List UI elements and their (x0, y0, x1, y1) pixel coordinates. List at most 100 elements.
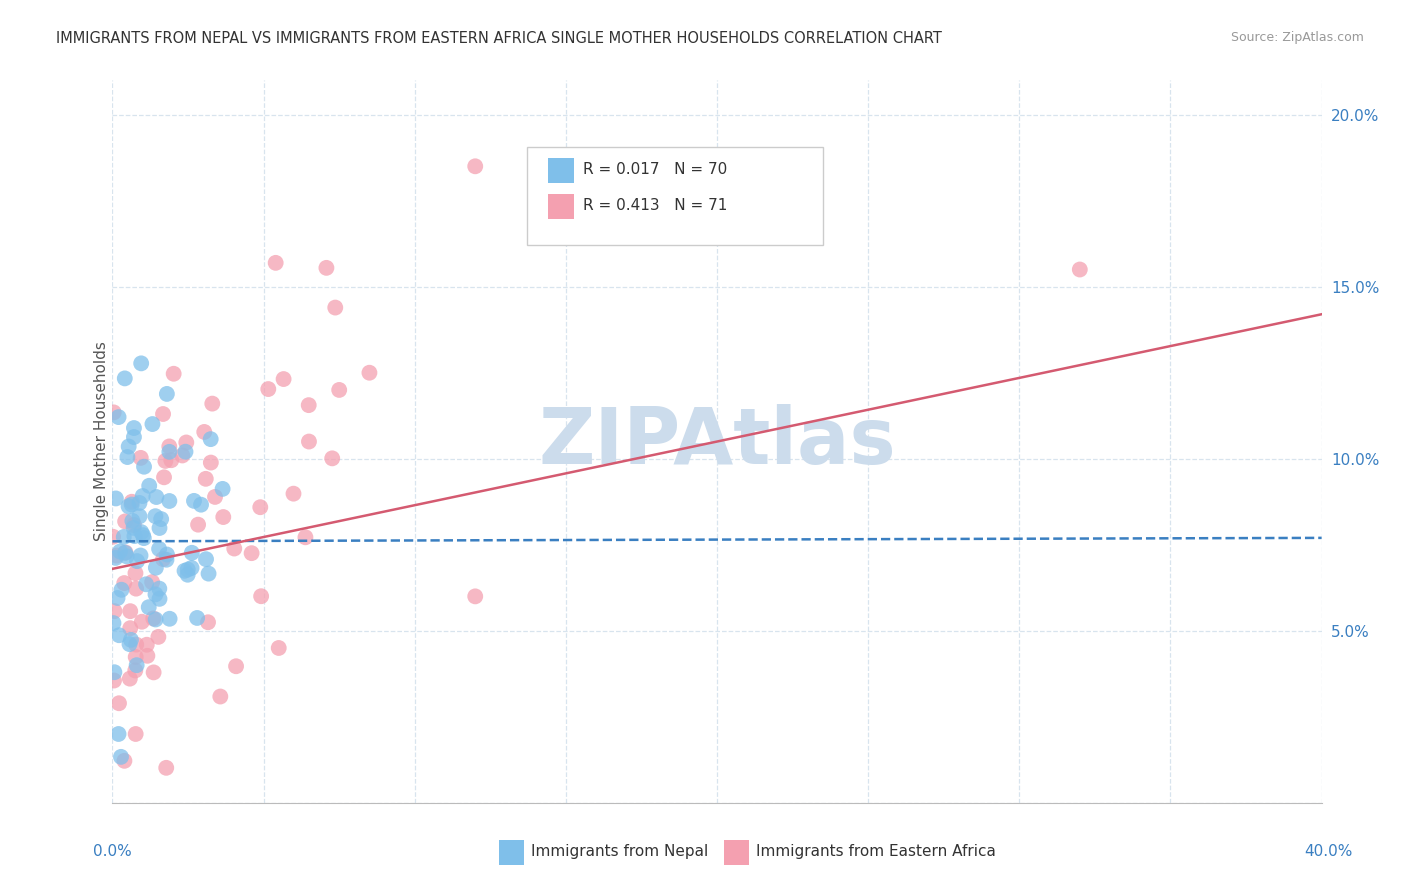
Point (125, 638, 148, 652)
Point (155, 761, 177, 775)
Point (153, 470, 176, 484)
Point (172, 449, 194, 463)
Point (148, 521, 170, 535)
Point (267, 640, 290, 655)
Point (200, 432, 222, 446)
Point (125, 650, 148, 665)
Point (104, 491, 127, 506)
Point (194, 472, 217, 486)
Point (273, 372, 295, 386)
Point (142, 665, 165, 680)
Point (120, 621, 142, 635)
Point (103, 665, 125, 680)
Point (103, 604, 125, 618)
Point (128, 509, 150, 524)
Point (294, 530, 316, 544)
Point (157, 445, 180, 459)
Point (124, 727, 146, 741)
Point (173, 564, 195, 578)
Point (180, 561, 202, 575)
Point (108, 544, 131, 558)
Point (117, 450, 139, 464)
Point (110, 749, 132, 764)
Point (156, 387, 179, 401)
Point (200, 456, 222, 470)
Point (145, 612, 167, 626)
Text: R = 0.413   N = 71: R = 0.413 N = 71 (583, 198, 728, 212)
Point (108, 696, 131, 710)
Point (138, 600, 160, 615)
Point (257, 382, 280, 396)
Point (464, 590, 486, 604)
Point (190, 498, 212, 512)
Point (108, 628, 131, 642)
Point (128, 496, 150, 510)
Point (129, 450, 152, 465)
Point (298, 434, 321, 449)
Point (110, 582, 132, 597)
Point (159, 612, 181, 626)
Point (112, 576, 135, 591)
Text: R = 0.017   N = 70: R = 0.017 N = 70 (583, 162, 728, 177)
Point (283, 486, 305, 500)
Point (120, 604, 142, 618)
Point (129, 356, 152, 370)
Point (124, 664, 146, 678)
Point (129, 549, 152, 563)
Point (124, 529, 146, 543)
Point (104, 550, 127, 565)
Point (176, 567, 198, 582)
Point (209, 690, 232, 704)
Point (163, 367, 186, 381)
Point (136, 648, 159, 663)
Point (112, 754, 135, 768)
Point (103, 405, 125, 419)
Point (105, 549, 128, 563)
Point (115, 549, 138, 564)
Point (155, 553, 177, 567)
Point (157, 439, 180, 453)
Text: Immigrants from Nepal: Immigrants from Nepal (531, 845, 709, 859)
Point (315, 260, 337, 275)
Point (524, 194, 547, 208)
Point (197, 566, 219, 581)
Point (186, 611, 208, 625)
Point (224, 541, 246, 556)
Point (121, 495, 143, 509)
Point (107, 410, 129, 425)
Point (183, 494, 205, 508)
Text: 40.0%: 40.0% (1305, 845, 1353, 859)
Point (118, 637, 141, 651)
Point (152, 407, 174, 421)
Point (201, 396, 224, 410)
Point (177, 563, 200, 577)
Point (141, 575, 163, 590)
Y-axis label: Single Mother Households: Single Mother Households (94, 342, 108, 541)
Point (135, 638, 157, 652)
Point (103, 616, 125, 631)
Point (122, 421, 145, 435)
Point (174, 435, 197, 450)
Point (212, 510, 235, 524)
Point (138, 479, 160, 493)
Point (187, 517, 209, 532)
Point (195, 552, 218, 566)
Point (250, 589, 273, 603)
Point (193, 425, 215, 439)
Point (107, 591, 129, 605)
Point (101, 530, 124, 544)
Point (359, 366, 381, 380)
Point (125, 554, 148, 568)
Point (125, 658, 148, 673)
Point (145, 587, 167, 601)
Point (107, 727, 129, 741)
Point (129, 525, 152, 540)
Point (145, 490, 167, 504)
Point (112, 530, 135, 544)
Point (160, 453, 183, 467)
Point (131, 615, 153, 629)
Point (145, 560, 167, 574)
Point (118, 672, 141, 686)
Point (122, 430, 145, 444)
Point (120, 632, 142, 647)
